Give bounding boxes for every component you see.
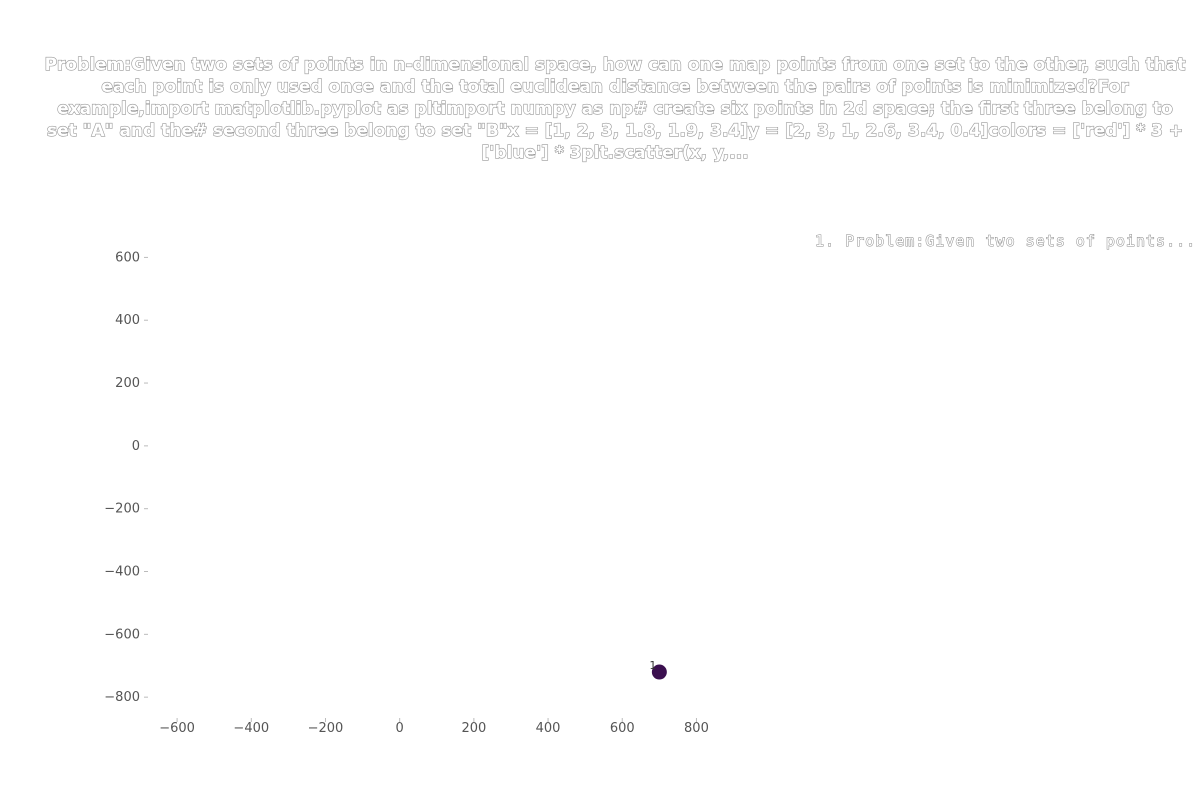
y-tick-label: 200 [115, 376, 140, 391]
y-tick-label: 0 [132, 439, 140, 454]
point-label: 1 [649, 659, 656, 672]
y-tick-label: 400 [115, 313, 140, 328]
data-points: 1 [649, 659, 667, 680]
x-tick-label: 400 [536, 721, 561, 736]
y-tick-label: −400 [104, 565, 140, 580]
x-tick-label: −400 [233, 721, 269, 736]
data-point [651, 664, 667, 680]
legend-entry: 1. Problem:Given two sets of points... [814, 232, 1197, 251]
x-tick-label: −200 [308, 721, 344, 736]
x-tick-label: 800 [684, 721, 709, 736]
y-axis: 600 400 200 0 −200 −400 −600 −800 [104, 250, 148, 705]
x-tick-label: −600 [159, 721, 195, 736]
y-tick-label: −800 [104, 690, 140, 705]
x-tick-label: 200 [461, 721, 486, 736]
x-tick-label: 600 [610, 721, 635, 736]
x-tick-label: 0 [396, 721, 404, 736]
y-tick-label: 600 [115, 250, 140, 265]
chart-title: Problem:Given two sets of points in n-di… [44, 54, 1186, 163]
x-axis: −600 −400 −200 0 200 400 600 800 [159, 718, 709, 736]
y-tick-label: −600 [104, 627, 140, 642]
y-tick-label: −200 [104, 502, 140, 517]
